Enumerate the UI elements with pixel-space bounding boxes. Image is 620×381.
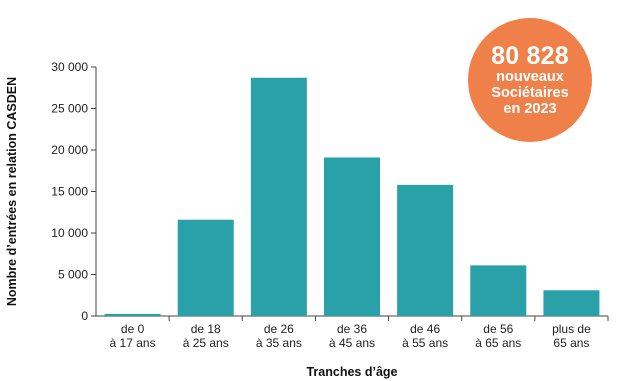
x-tick-label-6-1: 65 ans bbox=[553, 336, 589, 350]
y-tick-label-1: 5 000 bbox=[58, 268, 88, 282]
x-tick-label-1-1: à 25 ans bbox=[183, 336, 229, 350]
y-tick-label-2: 10 000 bbox=[51, 226, 88, 240]
new-members-badge: 80 828 nouveaux Sociétaires en 2023 bbox=[468, 18, 592, 142]
x-tick-label-2-0: de 26 bbox=[264, 322, 294, 336]
bar-6 bbox=[543, 290, 600, 316]
bar-4 bbox=[397, 184, 454, 316]
x-tick-label-3-1: à 45 ans bbox=[329, 336, 375, 350]
bar-5 bbox=[470, 265, 527, 316]
bar-2 bbox=[250, 77, 307, 316]
x-axis-title: Tranches d’âge bbox=[306, 365, 397, 379]
x-tick-label-2-1: à 35 ans bbox=[256, 336, 302, 350]
badge-number: 80 828 bbox=[491, 42, 569, 70]
x-tick-label-0-1: à 17 ans bbox=[110, 336, 156, 350]
y-tick-label-5: 25 000 bbox=[51, 102, 88, 116]
badge-line-2: Sociétaires bbox=[491, 85, 569, 101]
x-tick-label-5-0: de 56 bbox=[483, 322, 513, 336]
bar-1 bbox=[177, 219, 234, 316]
bar-0 bbox=[104, 313, 161, 316]
x-tick-label-4-0: de 46 bbox=[410, 322, 440, 336]
y-tick-label-4: 20 000 bbox=[51, 143, 88, 157]
y-tick-label-3: 15 000 bbox=[51, 185, 88, 199]
badge-line-3: en 2023 bbox=[503, 101, 557, 117]
y-axis-title: Nombre d’entrées en relation CASDEN bbox=[5, 77, 19, 306]
x-tick-label-5-1: à 65 ans bbox=[475, 336, 521, 350]
bar-3 bbox=[324, 157, 380, 316]
badge-line-1: nouveaux bbox=[496, 69, 564, 85]
x-tick-label-3-0: de 36 bbox=[337, 322, 367, 336]
y-tick-label-0: 0 bbox=[81, 309, 88, 323]
x-tick-label-1-0: de 18 bbox=[191, 322, 221, 336]
x-tick-label-0-0: de 0 bbox=[121, 322, 145, 336]
y-tick-label-6: 30 000 bbox=[51, 60, 88, 74]
x-tick-label-6-0: plus de bbox=[552, 322, 591, 336]
x-tick-label-4-1: à 55 ans bbox=[402, 336, 448, 350]
